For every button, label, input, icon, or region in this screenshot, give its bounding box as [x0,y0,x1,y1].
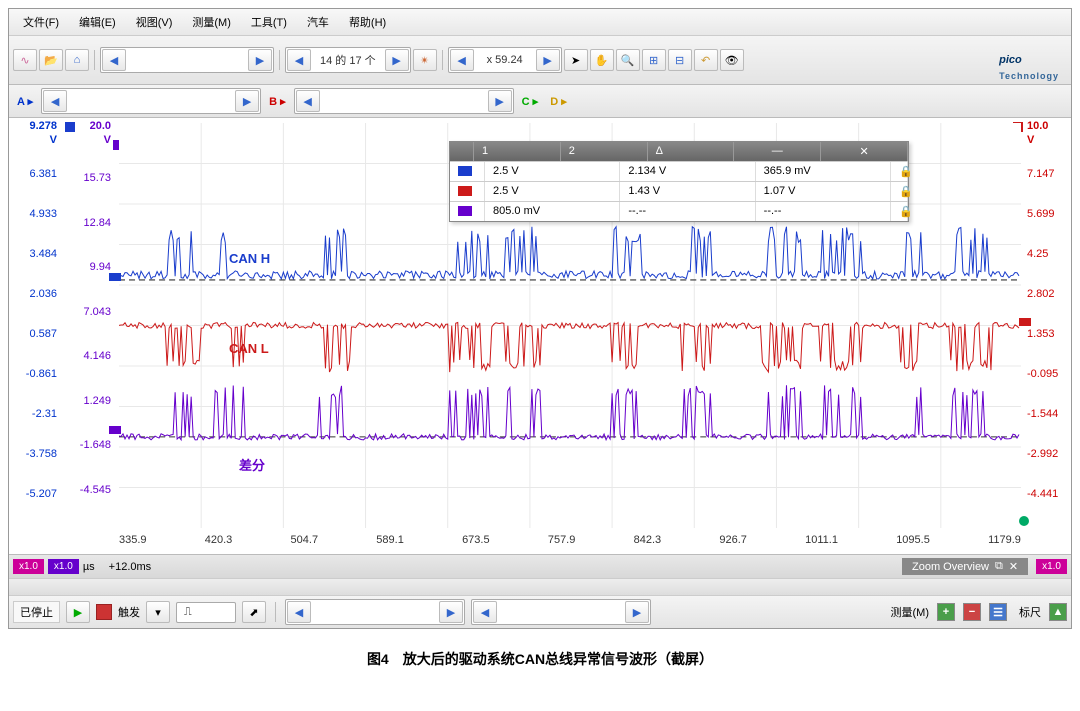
stop-button[interactable] [96,604,112,620]
menu-tools[interactable]: 工具(T) [241,11,297,33]
zoom-next-icon[interactable]: ▶ [536,49,560,71]
trigger-scroll-2[interactable]: ◀ ▶ [471,599,651,625]
time-offset: +12.0ms [109,561,152,573]
trig-next-icon[interactable]: ▶ [439,601,463,623]
waveform-plot[interactable]: CAN H CAN L 差分 1 2 Δ — ✕ 2.5 V2.134 V365… [119,123,1021,528]
zoom-out-icon[interactable]: ⊟ [668,49,692,71]
ground-marker[interactable] [1019,516,1029,526]
pico-scope-app: 文件(F) 编辑(E) 视图(V) 测量(M) 工具(T) 汽车 帮助(H) ∿… [8,8,1072,629]
measure-button[interactable]: 测量(M) [891,604,930,620]
menu-file[interactable]: 文件(F) [13,11,69,33]
diff-label: 差分 [239,455,265,474]
trig2-next-icon[interactable]: ▶ [625,601,649,623]
undo-zoom-icon[interactable]: ↶ [694,49,718,71]
pico-logo: pico Technology [991,39,1067,81]
trigger-dropdown-icon[interactable]: ▾ [146,601,170,623]
ruler-toggle-icon[interactable]: ▲ [1049,603,1067,621]
run-icon[interactable]: ▶ [66,601,90,623]
pointer-icon[interactable]: ➤ [564,49,588,71]
zoom-prev-icon[interactable]: ◀ [450,49,474,71]
menu-measure[interactable]: 测量(M) [182,11,241,33]
trig2-prev-icon[interactable]: ◀ [473,601,497,623]
detach-icon[interactable]: ⧉ [995,560,1003,573]
menubar: 文件(F) 编辑(E) 视图(V) 测量(M) 工具(T) 汽车 帮助(H) [9,9,1071,36]
x-axis: 335.9420.3504.7589.1673.5757.9842.3926.7… [119,534,1021,550]
ch-b-prev-icon[interactable]: ◀ [296,90,320,112]
y-axis-right-red: 10.0V7.1475.6994.252.8021.353-0.095-1.54… [1025,118,1069,538]
page-prev-icon[interactable]: ◀ [287,49,311,71]
nav-group-1: ◀ ▶ [100,47,274,73]
zoom-in-icon[interactable]: 🔍 [616,49,640,71]
time-unit: µs [83,561,95,573]
channel-b-label[interactable]: B ▸ [265,93,290,110]
open-icon[interactable]: 📂 [39,49,63,71]
can-l-label: CAN L [229,341,269,356]
menu-help[interactable]: 帮助(H) [339,11,396,33]
wave-icon[interactable]: ∿ [13,49,37,71]
zoom-badge-2[interactable]: x1.0 [48,559,79,574]
y-axis-left-blue: 9.278V6.3814.9333.4842.0360.587-0.861-2.… [11,118,59,538]
status-stopped: 已停止 [13,601,60,623]
hand-icon[interactable]: ✋ [590,49,614,71]
menu-edit[interactable]: 编辑(E) [69,11,126,33]
ruler-button[interactable]: 标尺 [1019,604,1041,620]
compass-icon[interactable]: ✴ [413,49,437,71]
y-axis-left-purple: 20.0V15.7312.849.947.0434.1461.249-1.648… [65,118,113,538]
zoom-badge-1[interactable]: x1.0 [13,559,44,574]
ch-a-next-icon[interactable]: ▶ [235,90,259,112]
fit-icon[interactable]: 👁 [720,49,744,71]
next-icon[interactable]: ▶ [248,49,272,71]
trigger-label[interactable]: 触发 [118,604,140,620]
ch-b-next-icon[interactable]: ▶ [488,90,512,112]
edit-measure-icon[interactable]: ☰ [989,603,1007,621]
page-next-icon[interactable]: ▶ [385,49,409,71]
ch-a-prev-icon[interactable]: ◀ [43,90,67,112]
time-info-bar: x1.0 x1.0 µs +12.0ms Zoom Overview⧉✕ x1.… [9,554,1071,578]
meas-col-2: 2 [561,142,648,161]
meas-col-1: 1 [474,142,561,161]
menu-auto[interactable]: 汽车 [297,11,339,33]
channel-a-range[interactable]: ◀ ▶ [41,88,261,114]
zoom-rect-icon[interactable]: ⊞ [642,49,666,71]
meas-col-delta: Δ [648,142,735,161]
page-group: ◀ 14 的 17 个 ▶ [285,47,411,73]
channel-d-label[interactable]: D ▸ [546,93,571,110]
channel-a-label[interactable]: A ▸ [13,93,37,110]
prev-icon[interactable]: ◀ [102,49,126,71]
page-info: 14 的 17 个 [312,50,384,70]
trigger-mode[interactable]: ⎍ [176,602,236,623]
measurement-panel[interactable]: 1 2 Δ — ✕ 2.5 V2.134 V365.9 mV🔒2.5 V1.43… [449,141,909,222]
trig-prev-icon[interactable]: ◀ [287,601,311,623]
channel-a-marker[interactable] [65,122,75,132]
close-icon[interactable]: ✕ [821,142,908,161]
menu-view[interactable]: 视图(V) [126,11,183,33]
measurement-header: 1 2 Δ — ✕ [450,142,908,161]
trigger-marker-right[interactable] [1019,318,1031,326]
channel-bar: A ▸ ◀ ▶ B ▸ ◀ ▶ C ▸ D ▸ [9,85,1071,118]
zoom-group: ◀ x 59.24 ▶ [448,47,562,73]
remove-measure-icon[interactable]: − [963,603,981,621]
zoom-overview-panel[interactable]: Zoom Overview⧉✕ [902,558,1028,575]
trigger-scroll[interactable]: ◀ ▶ [285,599,465,625]
horizontal-scrollbar[interactable] [9,578,1071,596]
add-measure-icon[interactable]: + [937,603,955,621]
trigger-edge-icon[interactable]: ⬈ [242,601,266,623]
channel-b-range[interactable]: ◀ ▶ [294,88,514,114]
home-icon[interactable]: ⌂ [65,49,89,71]
main-toolbar: ∿ 📂 ⌂ ◀ ▶ ◀ 14 的 17 个 ▶ ✴ ◀ x 59.24 ▶ ➤ … [9,36,1071,85]
zoom-value: x 59.24 [475,52,535,68]
close-overview-icon[interactable]: ✕ [1009,560,1018,573]
status-bar: 已停止 ▶ 触发 ▾ ⎍ ⬈ ◀ ▶ ◀ ▶ 测量(M) + − ☰ 标尺 ▲ [9,596,1071,628]
trigger-marker-left-2[interactable] [109,426,121,434]
minimize-icon[interactable]: — [734,142,821,161]
trigger-marker-left[interactable] [109,273,121,281]
waveform-area: 9.278V6.3814.9333.4842.0360.587-0.861-2.… [9,118,1071,578]
zoom-badge-3[interactable]: x1.0 [1036,559,1067,574]
channel-c-label[interactable]: C ▸ [518,93,543,110]
figure-caption: 图4 放大后的驱动系统CAN总线异常信号波形（截屏） [8,649,1072,669]
can-h-label: CAN H [229,251,270,266]
